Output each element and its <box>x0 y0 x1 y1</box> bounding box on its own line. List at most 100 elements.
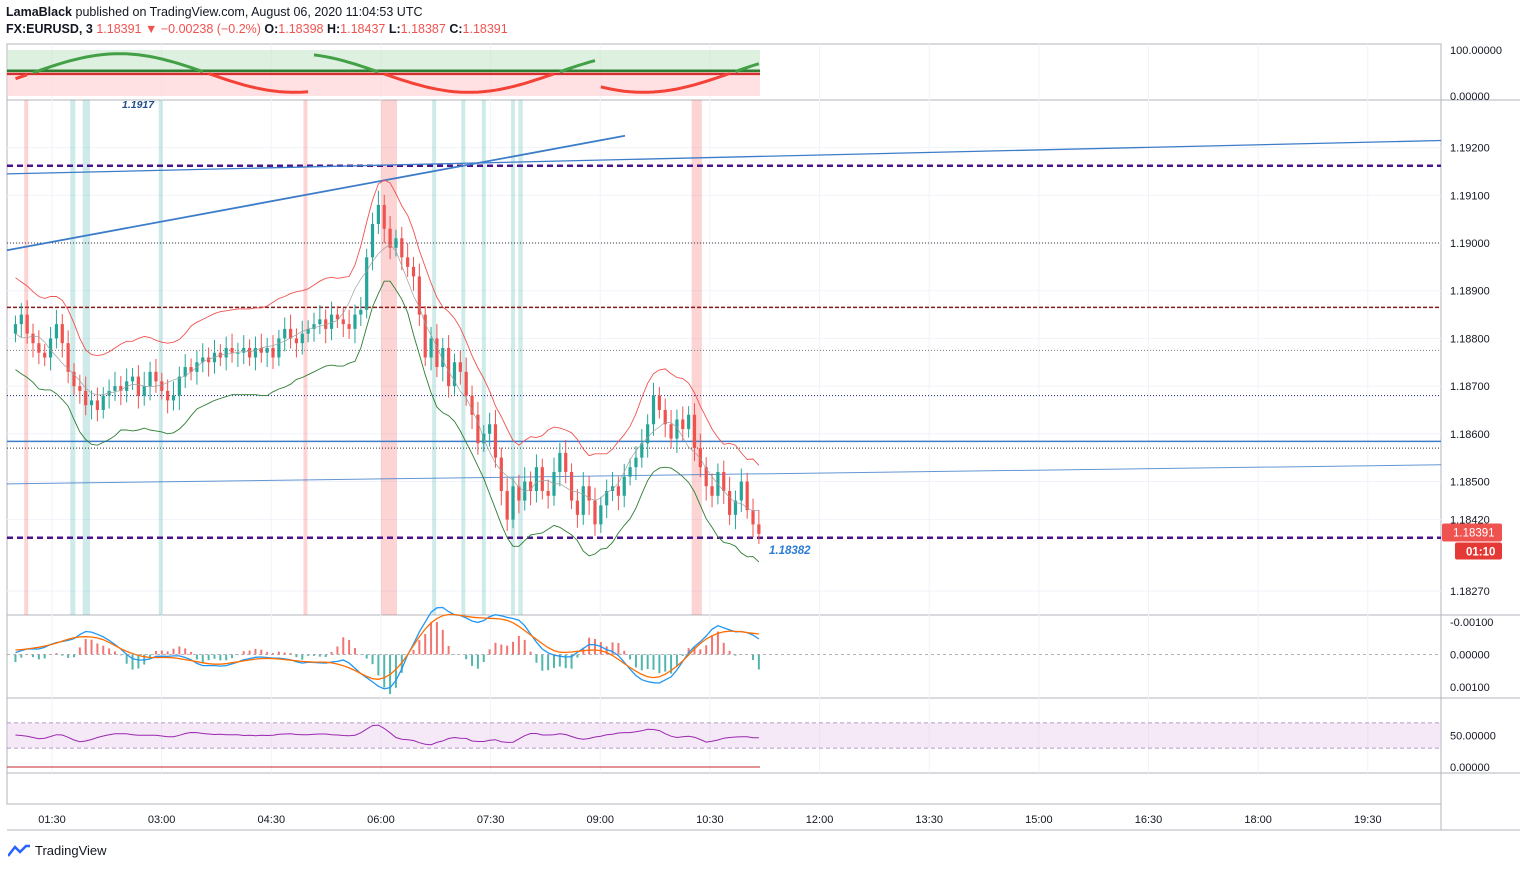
candle-body <box>101 395 105 410</box>
time-tick-label: 07:30 <box>477 814 505 826</box>
candle-body <box>528 481 533 492</box>
price-tick-label: 1.18500 <box>1450 476 1490 488</box>
candle-body <box>359 309 363 315</box>
high-label: H: <box>326 22 341 36</box>
annotation-label: 1.18382 <box>769 545 811 557</box>
candle-body <box>113 386 117 391</box>
candle-body <box>394 238 398 248</box>
candle-body <box>534 467 539 492</box>
candle-body <box>60 324 64 344</box>
symbol-legend: FX:EURUSD, 3 1.18391 ▼ −0.00238 (−0.2%) … <box>6 22 508 36</box>
candle-body <box>265 347 269 353</box>
candle-body <box>423 314 427 358</box>
candle-body <box>19 314 23 325</box>
candle-body <box>335 314 340 320</box>
candle-body <box>306 328 310 334</box>
candle-body <box>294 338 299 344</box>
symbol-name[interactable]: FX:EURUSD <box>6 22 79 36</box>
rsi-band <box>7 722 1441 749</box>
candle-body <box>142 386 146 396</box>
macd-signal-line <box>15 613 759 680</box>
time-tick-label: 18:00 <box>1244 814 1272 826</box>
price-tick-label: 1.18800 <box>1450 333 1490 345</box>
macd-tick-label: -0.00100 <box>1450 617 1493 629</box>
low-value: 1.18387 <box>400 22 446 36</box>
candle-body <box>435 338 439 368</box>
annotation-label: 1.1917 <box>122 99 155 111</box>
osc-tick-label: 100.00000 <box>1450 45 1502 57</box>
candle-body <box>622 476 626 496</box>
candle-body <box>687 414 691 430</box>
candle-body <box>745 481 749 511</box>
osc-zone-red <box>7 73 760 96</box>
time-tick-label: 13:30 <box>915 814 943 826</box>
candle-body <box>31 333 35 344</box>
signal-band-green <box>82 100 91 615</box>
candle-body <box>669 424 673 439</box>
candle-body <box>160 381 164 391</box>
candle-body <box>136 376 140 396</box>
candle-body <box>236 352 240 354</box>
time-tick-label: 09:00 <box>586 814 614 826</box>
candle-body <box>581 486 585 515</box>
candle-body <box>406 257 410 267</box>
candle-body <box>757 524 761 534</box>
signal-band-green <box>432 100 437 615</box>
rsi-tick-label: 0.00000 <box>1450 762 1490 774</box>
candle-body <box>575 500 580 515</box>
price-tick-label: 1.18600 <box>1450 429 1490 441</box>
candle-body <box>739 481 743 501</box>
last-price-tag: 1.18391 <box>1453 527 1495 539</box>
candle-body <box>710 486 714 496</box>
candle-body <box>166 390 170 401</box>
candle-body <box>171 395 176 401</box>
time-tick-label: 03:00 <box>148 814 176 826</box>
candle-body <box>751 510 755 525</box>
time-tick-label: 12:00 <box>806 814 834 826</box>
candle-body <box>13 324 18 334</box>
last-price: 1.18391 <box>96 22 142 36</box>
candle-body <box>517 486 521 501</box>
candle-body <box>288 328 293 339</box>
last-price-badge <box>1442 523 1502 542</box>
candle-body <box>540 467 544 492</box>
time-tick-label: 19:30 <box>1354 814 1382 826</box>
trend-line-upper <box>6 139 1442 175</box>
signal-band-green <box>481 100 486 615</box>
rsi-tick-label: 50.00000 <box>1450 731 1496 743</box>
macd-tick-label: 0.00000 <box>1450 650 1490 662</box>
candle-body <box>95 400 100 410</box>
candle-body <box>505 491 509 520</box>
time-tick-label: 16:30 <box>1135 814 1163 826</box>
footer-brand-label: TradingView <box>35 843 107 858</box>
candle-body <box>324 319 328 329</box>
candle-body <box>177 376 181 396</box>
high-value: 1.18437 <box>340 22 386 36</box>
publish-info: LamaBlack published on TradingView.com, … <box>6 5 423 19</box>
candle-body <box>148 371 152 387</box>
osc-tick-label: 0.00000 <box>1450 91 1490 103</box>
change-value: −0.00238 (−0.2%) <box>160 22 261 36</box>
time-tick-label: 04:30 <box>258 814 286 826</box>
footer-brand[interactable]: TradingView <box>8 843 107 858</box>
candle-body <box>253 347 258 358</box>
osc-curve-down <box>15 72 731 94</box>
candle-body <box>318 319 322 325</box>
candle-body <box>130 376 135 382</box>
candle-body <box>476 414 480 444</box>
candle-body <box>72 371 76 387</box>
candle-body <box>400 238 404 258</box>
author-name[interactable]: LamaBlack <box>6 5 73 19</box>
signal-band-red <box>691 100 702 615</box>
candle-body <box>558 452 562 472</box>
candle-body <box>224 347 228 358</box>
candle-body <box>119 386 123 391</box>
interval: 3 <box>85 22 93 36</box>
candle-body <box>616 486 620 496</box>
candle-body <box>640 443 644 458</box>
candle-body <box>569 471 574 501</box>
candle-body <box>54 324 59 339</box>
candle-body <box>429 338 433 358</box>
candle-body <box>242 347 246 353</box>
